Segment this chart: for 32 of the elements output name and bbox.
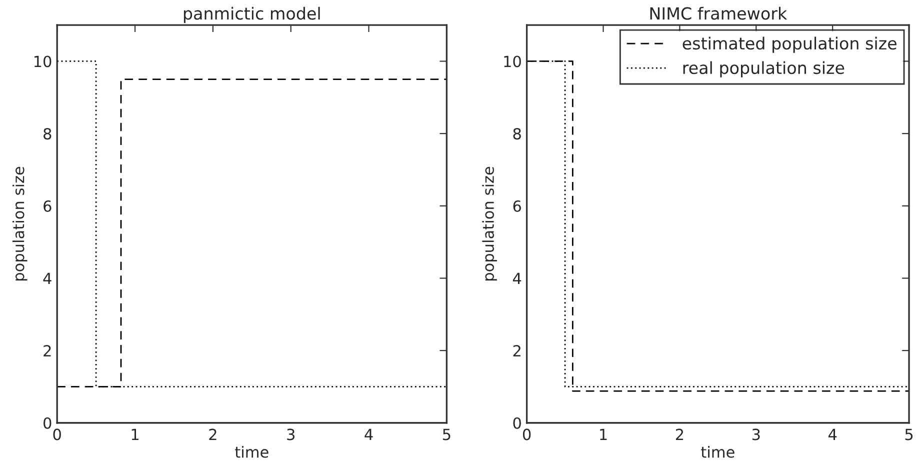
- y-axis-title: population size: [482, 166, 497, 280]
- y-tick-label: 2: [44, 345, 51, 356]
- x-tick-label: 2: [676, 428, 684, 440]
- y-tick-label: 4: [512, 272, 522, 284]
- x-axis-title: time: [701, 446, 734, 458]
- x-tick-label: 0: [53, 428, 61, 440]
- x-tick-label: 4: [364, 428, 373, 440]
- y-tick-label: 8: [513, 128, 521, 140]
- legend-label: real population size: [683, 61, 844, 78]
- x-tick-label: 5: [443, 428, 450, 440]
- x-tick-label: 4: [828, 428, 837, 440]
- y-tick-label: 0: [513, 417, 521, 429]
- x-axis-title: time: [235, 446, 268, 458]
- chart-title: NIMC framework: [650, 6, 788, 20]
- chart-title: panmictic model: [184, 6, 320, 23]
- y-tick-label: 8: [44, 128, 52, 140]
- y-axis-title: population size: [12, 166, 28, 280]
- legend-label: estimated population size: [682, 36, 896, 53]
- x-tick-label: 1: [132, 428, 138, 440]
- y-tick-label: 4: [43, 272, 52, 284]
- y-tick-label: 10: [504, 56, 521, 68]
- y-tick-label: 0: [44, 417, 52, 429]
- y-tick-label: 2: [513, 345, 520, 356]
- y-tick-label: 6: [513, 200, 521, 212]
- x-tick-label: 5: [905, 428, 913, 440]
- x-tick-label: 2: [209, 428, 216, 440]
- y-tick-label: 10: [34, 56, 52, 68]
- x-tick-label: 3: [287, 428, 294, 440]
- x-tick-label: 1: [600, 428, 607, 440]
- y-tick-label: 6: [44, 200, 52, 212]
- x-tick-label: 3: [752, 428, 760, 440]
- x-tick-label: 0: [522, 428, 531, 440]
